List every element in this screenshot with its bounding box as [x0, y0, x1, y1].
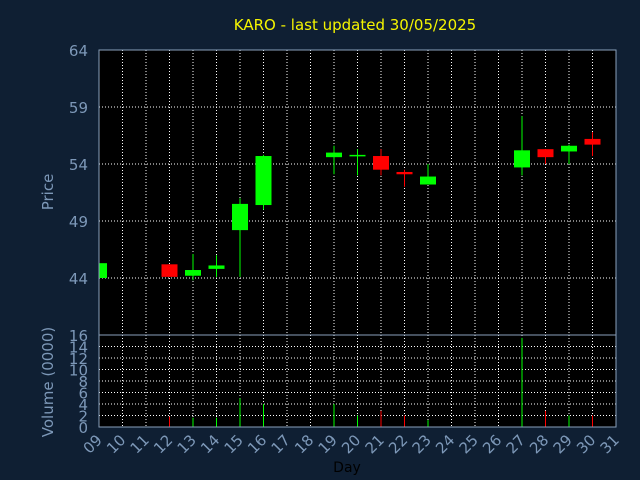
x-axis-label: Day — [333, 460, 361, 476]
candle-body — [161, 264, 178, 277]
candle-body — [349, 154, 366, 157]
x-tick-label: 31 — [597, 431, 623, 457]
x-tick-label: 19 — [315, 431, 341, 457]
x-tick-label: 30 — [573, 431, 599, 457]
volume-tick-label: 12 — [69, 350, 88, 368]
x-tick-label: 11 — [127, 431, 153, 457]
x-tick-label: 25 — [456, 431, 482, 457]
x-tick-label: 22 — [385, 431, 411, 457]
x-tick-label: 29 — [550, 431, 576, 457]
volume-tick-label: 14 — [69, 339, 88, 357]
volume-tick-label: 16 — [69, 327, 88, 345]
candles — [98, 116, 601, 281]
x-tick-label: 26 — [479, 431, 505, 457]
price-tick-label: 49 — [69, 213, 88, 231]
candle-body — [561, 145, 577, 152]
price-tick-label: 64 — [69, 42, 88, 60]
x-tick-label: 21 — [362, 431, 388, 457]
volume-axis-label: Volume (0000) — [39, 327, 57, 437]
x-tick-label: 23 — [409, 431, 435, 457]
candle-body — [99, 263, 107, 278]
candle-body — [326, 152, 342, 158]
x-tick-label: 20 — [338, 431, 364, 457]
volume-bars — [169, 337, 593, 427]
price-tick-label: 54 — [69, 156, 88, 174]
x-tick-label: 18 — [291, 431, 317, 457]
volume-frame — [98, 334, 617, 428]
candle-body — [373, 156, 389, 170]
volume-tick-label: 6 — [78, 385, 88, 403]
volume-tick-label: 10 — [69, 362, 88, 380]
x-tick-label: 28 — [526, 431, 552, 457]
plot-frame — [98, 49, 617, 428]
candle-body — [208, 265, 225, 269]
x-tick-label: 10 — [103, 431, 129, 457]
candle-body — [255, 156, 272, 206]
x-tick-label: 27 — [503, 431, 529, 457]
x-tick-label: 15 — [221, 431, 247, 457]
candle-body — [514, 150, 530, 168]
volume-tick-label: 2 — [78, 408, 88, 426]
x-tick-label: 14 — [197, 431, 223, 457]
x-tick-labels: 0910111213141516171819202122232425262728… — [80, 431, 623, 457]
candle-body — [537, 149, 554, 158]
price-axis-label: Price — [39, 174, 57, 211]
candle-body — [420, 176, 436, 185]
volume-tick-label: 4 — [78, 396, 88, 414]
x-tick-label: 24 — [432, 431, 458, 457]
x-tick-label: 17 — [268, 431, 294, 457]
candle-body — [185, 270, 201, 276]
volume-tick-label: 0 — [78, 419, 88, 437]
volume-tick-label: 8 — [78, 373, 88, 391]
price-tick-labels: 44 49 54 59 64 — [69, 42, 88, 288]
candle-body — [396, 171, 413, 175]
price-tick-label: 59 — [69, 99, 88, 117]
x-tick-label: 12 — [150, 431, 176, 457]
x-tick-label: 13 — [174, 431, 200, 457]
candle-body — [232, 203, 248, 231]
chart-title: KARO - last updated 30/05/2025 — [234, 16, 476, 34]
x-tick-label: 16 — [244, 431, 270, 457]
candle-body — [584, 138, 601, 145]
price-tick-label: 44 — [69, 270, 88, 288]
